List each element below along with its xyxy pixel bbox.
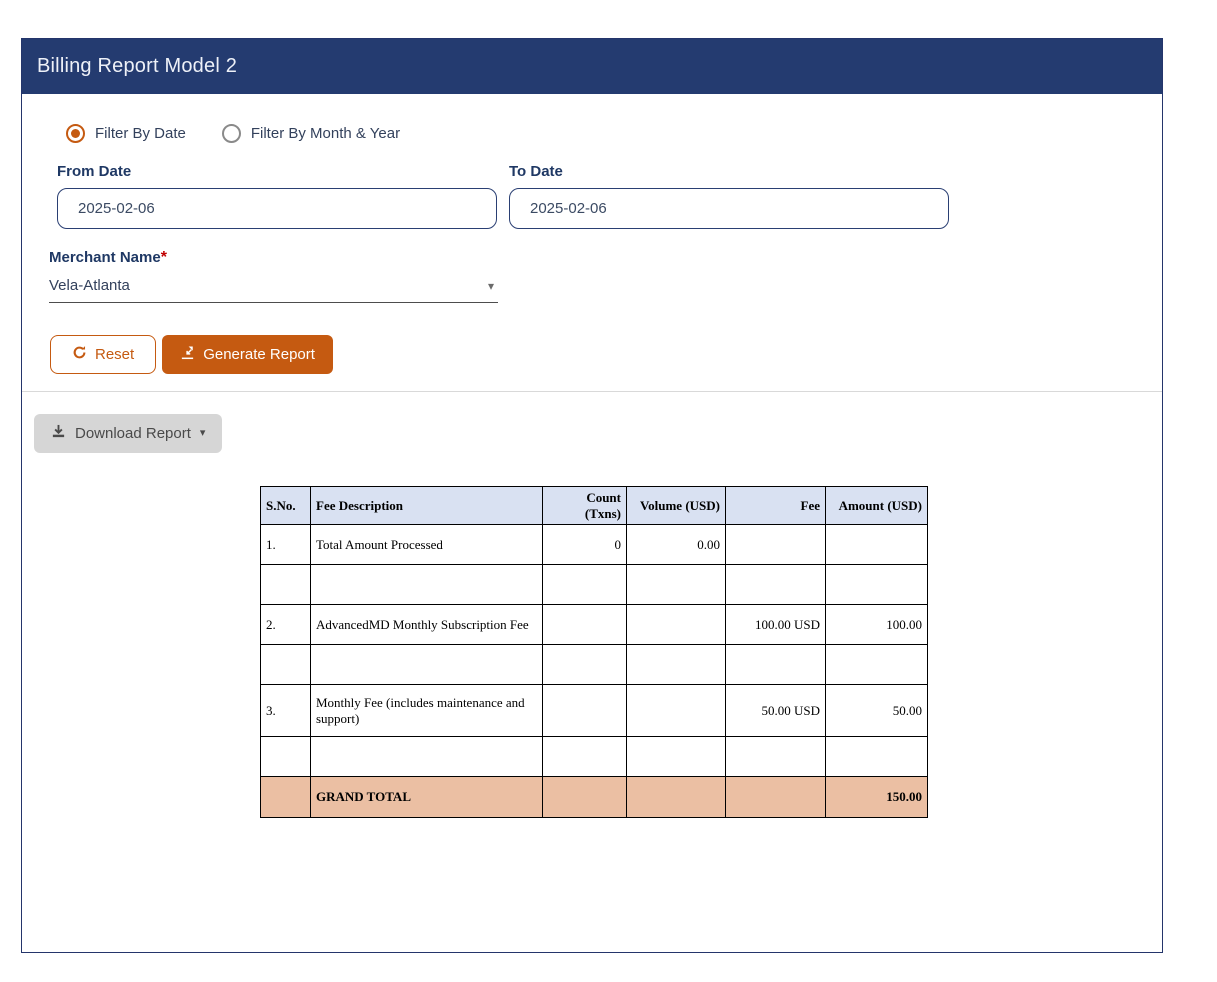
download-button-label: Download Report [75,425,191,442]
merchant-label: Merchant Name* [49,249,167,267]
table-row: 2. AdvancedMD Monthly Subscription Fee 1… [261,605,928,645]
table-cell [826,525,928,565]
table-cell [627,737,726,777]
to-date-field: To Date [509,163,961,229]
card-body: Filter By Date Filter By Month & Year Fr… [22,124,1162,818]
table-cell [726,565,826,605]
table-cell [726,525,826,565]
table-cell [311,645,543,685]
grand-total-label: GRAND TOTAL [311,777,543,818]
table-cell [311,565,543,605]
radio-label: Filter By Date [95,125,186,142]
table-cell: 100.00 [826,605,928,645]
column-header: S.No. [261,487,311,525]
table-cell [543,605,627,645]
table-cell [627,605,726,645]
from-date-field: From Date [57,163,509,229]
section-divider [22,391,1162,392]
table-cell: 50.00 [826,685,928,737]
table-cell [543,777,627,818]
table-cell [543,645,627,685]
table-cell: 0 [543,525,627,565]
column-header: Volume (USD) [627,487,726,525]
billing-report-card: Billing Report Model 2 Filter By Date Fi… [21,38,1163,953]
radio-unselected-icon [222,124,241,143]
table-cell [726,777,826,818]
table-cell: 2. [261,605,311,645]
table-cell [543,737,627,777]
table-cell: AdvancedMD Monthly Subscription Fee [311,605,543,645]
column-header: Count (Txns) [543,487,627,525]
merchant-select[interactable]: Vela-Atlanta ▾ [49,273,498,303]
column-header: Fee Description [311,487,543,525]
table-cell: 50.00 USD [726,685,826,737]
reset-button[interactable]: Reset [50,335,156,374]
chevron-down-icon: ▾ [488,279,494,293]
table-cell [627,565,726,605]
reset-button-label: Reset [95,346,134,363]
table-row: 1. Total Amount Processed 0 0.00 [261,525,928,565]
billing-report-table: S.No. Fee Description Count (Txns) Volum… [260,486,928,818]
date-fields: From Date To Date [57,163,1162,229]
card-header: Billing Report Model 2 [22,39,1162,94]
table-cell: 1. [261,525,311,565]
table-cell [726,645,826,685]
radio-selected-icon [66,124,85,143]
table-header-row: S.No. Fee Description Count (Txns) Volum… [261,487,928,525]
table-cell [311,737,543,777]
table-row: 3. Monthly Fee (includes maintenance and… [261,685,928,737]
from-date-label: From Date [57,163,509,180]
column-header: Fee [726,487,826,525]
table-cell: Total Amount Processed [311,525,543,565]
table-cell [261,737,311,777]
radio-label: Filter By Month & Year [251,125,400,142]
to-date-label: To Date [509,163,961,180]
table-cell [627,777,726,818]
table-cell [726,737,826,777]
required-asterisk: * [161,249,167,266]
table-cell [261,777,311,818]
table-row [261,645,928,685]
table-cell: Monthly Fee (includes maintenance and su… [311,685,543,737]
table-cell [261,645,311,685]
table-cell [627,645,726,685]
download-row: Download Report ▾ [34,414,1162,453]
download-icon [51,424,66,443]
download-report-button[interactable]: Download Report ▾ [34,414,222,453]
report-table-wrap: S.No. Fee Description Count (Txns) Volum… [260,486,1162,818]
table-cell: 0.00 [627,525,726,565]
filter-radio-group: Filter By Date Filter By Month & Year [66,124,1162,143]
table-cell [543,685,627,737]
table-cell [261,565,311,605]
to-date-input[interactable] [509,188,949,229]
radio-filter-by-date[interactable]: Filter By Date [66,124,186,143]
grand-total-row: GRAND TOTAL 150.00 [261,777,928,818]
generate-button-label: Generate Report [203,346,315,363]
merchant-selected-value: Vela-Atlanta [49,277,130,294]
file-export-icon [180,345,195,364]
table-row [261,565,928,605]
table-cell [543,565,627,605]
caret-down-icon: ▾ [200,428,206,439]
generate-report-button[interactable]: Generate Report [162,335,333,374]
merchant-field: Merchant Name* Vela-Atlanta ▾ [49,249,1162,303]
table-cell [826,737,928,777]
table-row [261,737,928,777]
column-header: Amount (USD) [826,487,928,525]
table-cell: 3. [261,685,311,737]
action-buttons: Reset Generate Report [50,335,1162,374]
table-cell [826,565,928,605]
page-title: Billing Report Model 2 [37,55,237,78]
radio-filter-by-month-year[interactable]: Filter By Month & Year [222,124,400,143]
grand-total-amount: 150.00 [826,777,928,818]
table-cell [826,645,928,685]
from-date-input[interactable] [57,188,497,229]
table-cell [627,685,726,737]
refresh-icon [72,345,87,364]
table-cell: 100.00 USD [726,605,826,645]
